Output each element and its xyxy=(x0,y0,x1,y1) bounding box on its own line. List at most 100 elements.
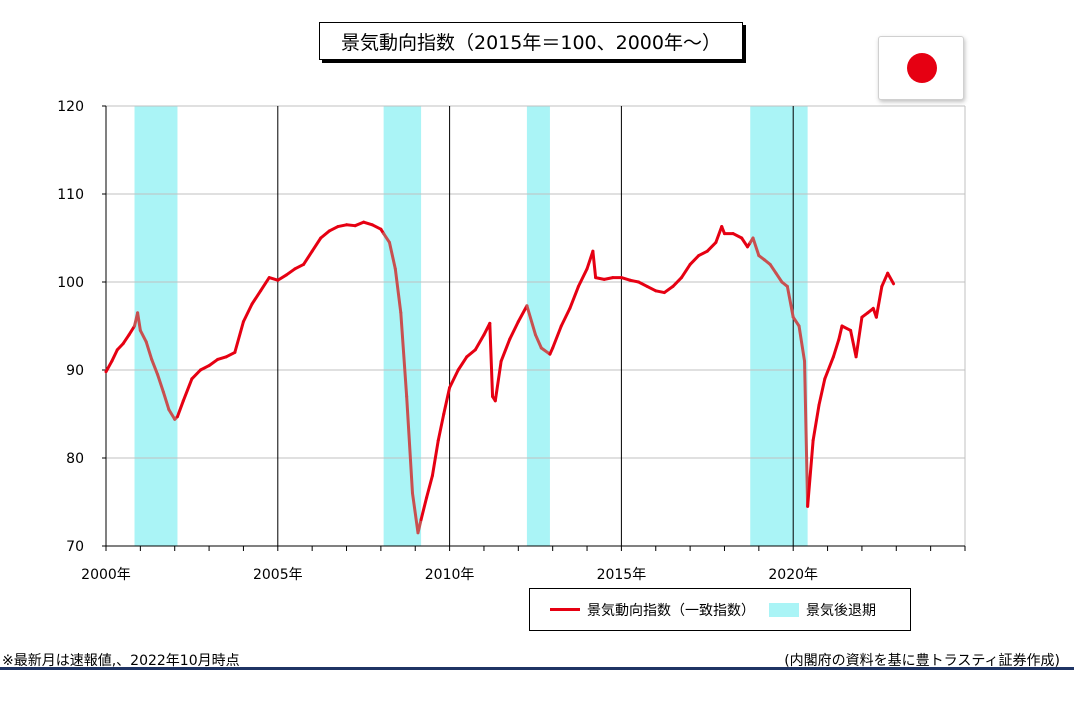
bottom-rule xyxy=(0,667,1074,670)
y-tick-label: 90 xyxy=(66,363,84,379)
series-segment xyxy=(190,368,202,381)
series-segment xyxy=(774,271,784,284)
series-segment xyxy=(465,348,477,359)
series-segment xyxy=(840,324,853,332)
series-segment xyxy=(136,311,142,332)
series-segment xyxy=(740,236,750,249)
series-segment xyxy=(785,284,795,319)
series-segment xyxy=(488,321,495,398)
series-segment xyxy=(811,403,821,442)
x-tick-label: 2020年 xyxy=(768,567,818,583)
series-segment xyxy=(319,229,331,240)
series-segment xyxy=(791,315,801,328)
series-segment xyxy=(448,368,460,390)
series-segment xyxy=(559,306,572,328)
japan-flag-icon xyxy=(878,36,964,100)
series-segment xyxy=(817,377,827,407)
series-segment xyxy=(353,220,366,228)
series-segment xyxy=(493,359,503,403)
series-segment xyxy=(259,276,271,293)
series-segment xyxy=(806,438,815,508)
series-segment xyxy=(233,320,245,354)
series-segment xyxy=(144,340,154,361)
series-segment xyxy=(167,408,177,421)
series-segment xyxy=(516,304,529,324)
legend-line-swatch xyxy=(550,608,580,611)
series-segment xyxy=(276,273,288,282)
chart-title: 景気動向指数（2015年＝100、2000年～） xyxy=(319,22,743,60)
series-segment xyxy=(436,412,446,442)
series-segment xyxy=(327,225,340,233)
series-segment xyxy=(310,236,323,253)
series-segment xyxy=(224,350,237,359)
recession-band xyxy=(526,106,550,546)
y-tick-label: 100 xyxy=(57,275,84,291)
x-tick-label: 2000年 xyxy=(81,567,131,583)
series-segment xyxy=(886,271,896,286)
series-segment xyxy=(419,496,429,522)
series-segment xyxy=(688,254,701,266)
legend-line-label: 景気動向指数（一致指数） xyxy=(587,602,755,619)
series-segment xyxy=(241,302,254,324)
legend-band-swatch xyxy=(769,602,799,617)
series-segment xyxy=(207,357,220,368)
series-segment xyxy=(837,324,844,341)
x-tick-label: 2005年 xyxy=(253,567,303,583)
series-segment xyxy=(399,311,409,398)
series-segment xyxy=(127,324,137,337)
series-segment xyxy=(370,223,383,231)
series-segment xyxy=(880,271,890,288)
series-segment xyxy=(430,438,440,478)
series-segment xyxy=(874,284,884,319)
series-segment xyxy=(803,359,810,508)
series-segment xyxy=(751,236,761,258)
series-segment xyxy=(508,320,520,341)
series-segment xyxy=(456,355,469,372)
series-segment xyxy=(831,337,841,359)
series-segment xyxy=(551,324,563,350)
footnote-right: (内閣府の資料を基に豊トラスティ証券作成) xyxy=(784,653,1060,669)
series-segment xyxy=(576,267,589,288)
chart-legend: 景気動向指数（一致指数） 景気後退期 xyxy=(529,588,911,631)
series-segment xyxy=(161,390,171,412)
series-segment xyxy=(849,328,858,359)
series-segment xyxy=(525,304,537,337)
series-segment xyxy=(499,337,512,363)
series-segment xyxy=(110,348,119,363)
series-segment xyxy=(302,249,314,266)
series-segment xyxy=(156,372,165,394)
series-segment xyxy=(645,284,658,293)
series-segment xyxy=(442,386,452,416)
series-segment xyxy=(150,357,160,376)
series-segment xyxy=(671,276,684,288)
series-segment xyxy=(637,280,649,288)
series-segment xyxy=(568,284,580,310)
series-segment xyxy=(284,267,297,277)
series-segment xyxy=(121,333,131,346)
series-segment xyxy=(823,355,835,381)
series-segment xyxy=(705,240,718,253)
series-segment xyxy=(387,240,397,271)
series-segment xyxy=(591,249,598,280)
series-segment xyxy=(181,377,194,403)
series-segment xyxy=(539,346,552,356)
series-segment xyxy=(662,284,675,295)
y-tick-label: 80 xyxy=(66,451,84,467)
series-segment xyxy=(854,315,864,359)
series-segment xyxy=(405,394,414,495)
series-segment xyxy=(416,518,423,535)
series-segment xyxy=(175,399,185,419)
x-tick-label: 2010年 xyxy=(425,567,475,583)
series-segment xyxy=(473,333,486,352)
footnote-left: ※最新月は速報値,、2022年10月時点 xyxy=(2,653,240,669)
series-segment xyxy=(768,262,778,275)
x-tick-label: 2015年 xyxy=(597,567,647,583)
series-segment xyxy=(293,262,306,271)
series-segment xyxy=(138,328,148,344)
recession-band xyxy=(134,106,178,546)
series-segment xyxy=(104,359,114,374)
y-tick-label: 120 xyxy=(57,99,84,115)
series-segment xyxy=(797,324,807,363)
y-tick-label: 110 xyxy=(57,187,84,203)
